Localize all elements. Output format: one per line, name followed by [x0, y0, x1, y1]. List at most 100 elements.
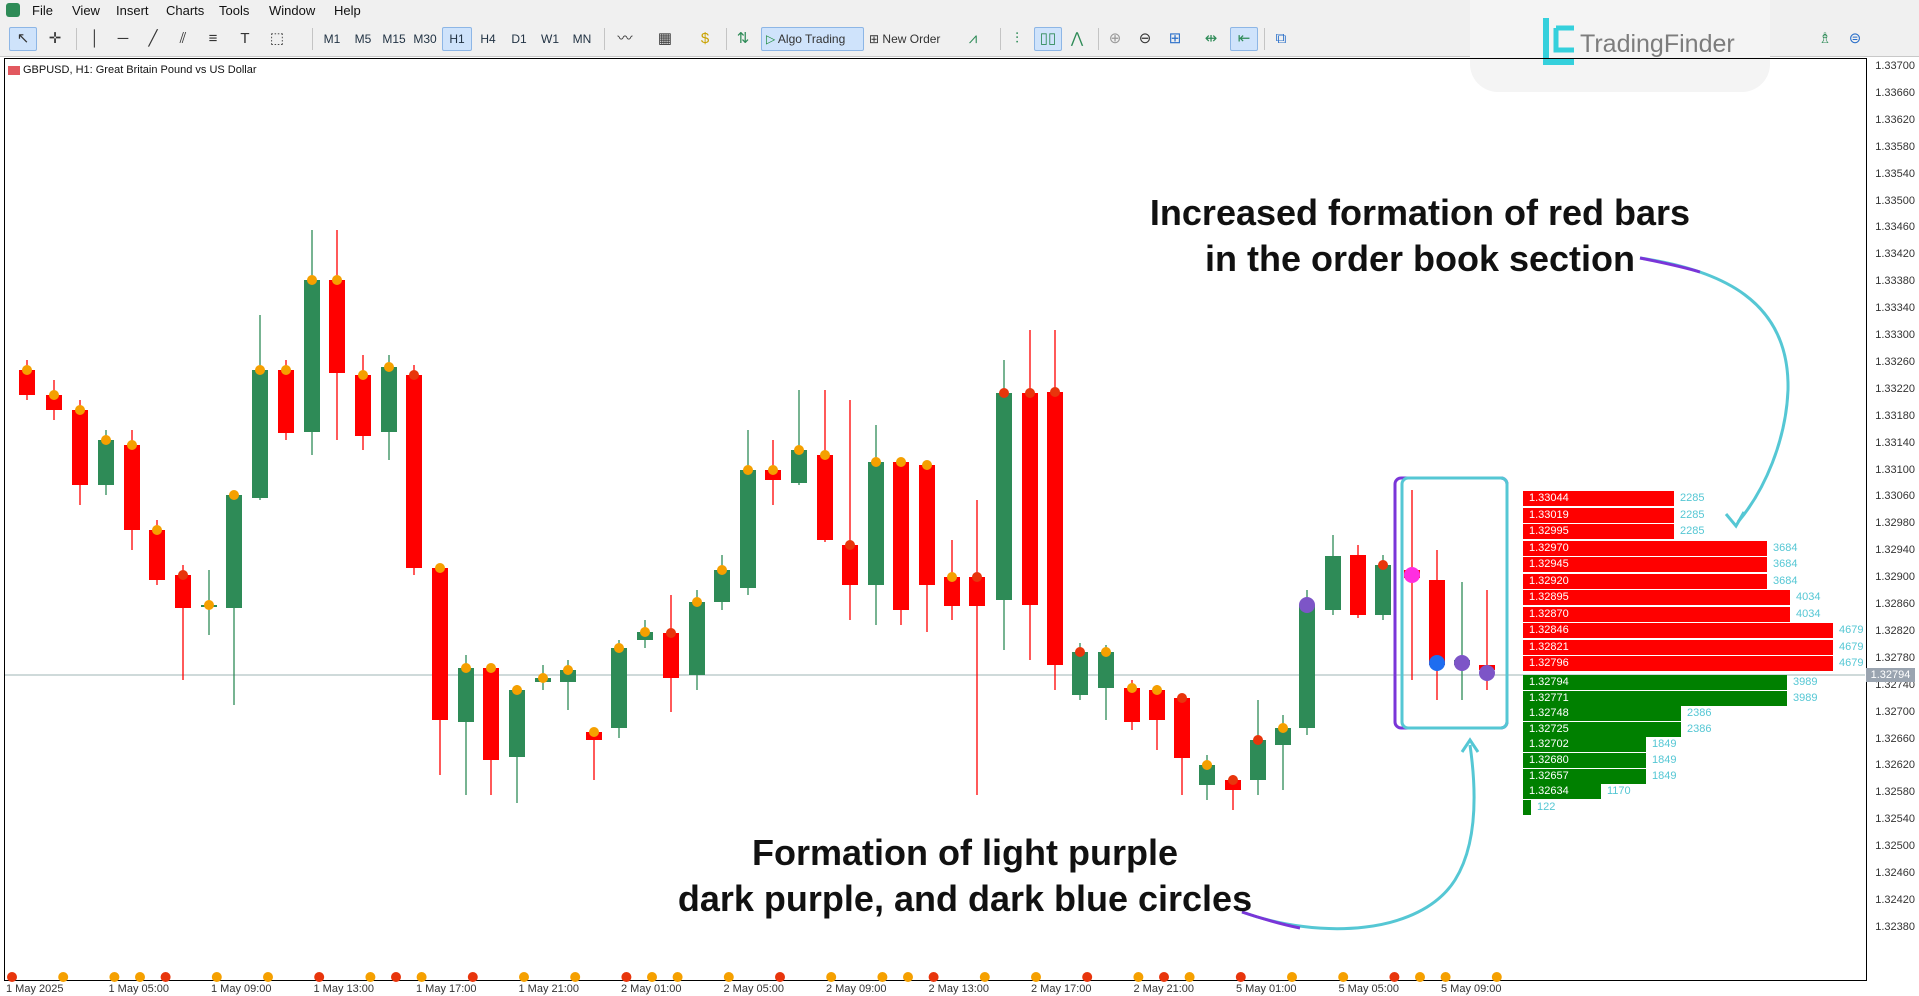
account-icon[interactable]: ⊜	[1848, 30, 1862, 47]
autoscroll-icon[interactable]: ⇹	[1204, 30, 1218, 47]
arrow-to-circles	[1241, 744, 1476, 931]
bottom-indicator-dot	[519, 972, 529, 982]
order-book-volume: 4034	[1796, 607, 1821, 620]
order-book-volume: 3989	[1793, 676, 1818, 688]
order-book-ask-bar: 1.32945	[1523, 557, 1767, 572]
timeframe-m15[interactable]: M15	[382, 32, 406, 46]
timeframe-mn[interactable]: MN	[572, 32, 592, 46]
time-tick-label: 2 May 09:00	[826, 983, 887, 995]
candle-chart-icon[interactable]: ▯▯	[1034, 27, 1062, 51]
candle-marker-dot	[22, 365, 32, 375]
timeframe-m5[interactable]: M5	[354, 32, 372, 46]
horizontal-line-icon[interactable]: ─	[117, 30, 129, 47]
new-order-button[interactable]: ⊞ New Order	[869, 32, 941, 46]
time-tick-label: 5 May 01:00	[1236, 983, 1297, 995]
line-chart-icon[interactable]: ⩘	[968, 30, 978, 47]
order-book-ask-bar: 1.32895	[1523, 590, 1790, 605]
candle-marker-dot	[1378, 560, 1388, 570]
indicators-icon[interactable]: 〰	[617, 30, 633, 47]
algo-trading-button[interactable]: ▷ Algo Trading	[761, 27, 864, 51]
templates-icon[interactable]: ▦	[657, 30, 673, 47]
bottom-indicator-dot	[109, 972, 120, 982]
bottom-indicator-dot	[58, 972, 69, 982]
bottom-indicator-dot	[160, 972, 171, 982]
cursor-icon[interactable]: ↖	[9, 27, 37, 51]
candle-marker-dot	[1127, 683, 1137, 693]
screenshot-icon[interactable]: ⧉	[1275, 30, 1287, 47]
menu-file[interactable]: File	[32, 3, 53, 18]
text-icon[interactable]: T	[240, 30, 250, 47]
candle-marker-dot	[384, 362, 394, 372]
menu-view[interactable]: View	[72, 3, 100, 18]
candle-marker-dot	[1253, 735, 1263, 745]
candle-marker-dot	[589, 727, 599, 737]
menu-charts[interactable]: Charts	[166, 3, 205, 18]
time-tick-label: 1 May 17:00	[416, 983, 477, 995]
timeframe-h4[interactable]: H4	[480, 32, 496, 46]
candle-body	[46, 395, 62, 410]
order-book-volume: 3684	[1773, 541, 1798, 554]
bar-chart-icon[interactable]: ⫶	[1015, 30, 1019, 47]
chart-mini-icon	[8, 65, 20, 75]
candle-body	[919, 465, 935, 585]
order-book-bid-bar	[1523, 799, 1531, 815]
candle-body	[1350, 555, 1366, 615]
zoom-out-icon[interactable]: ⊖	[1138, 30, 1152, 47]
channel-icon[interactable]: ⫽	[179, 30, 187, 47]
time-tick-label: 5 May 05:00	[1338, 983, 1400, 995]
menu-help[interactable]: Help	[334, 3, 361, 18]
candle-body	[509, 690, 525, 757]
candle-body	[19, 370, 35, 395]
order-book-volume: 2386	[1687, 722, 1712, 735]
line-icon[interactable]: ⋀	[1070, 30, 1084, 47]
candle-marker-dot	[820, 450, 830, 460]
candle-body	[944, 577, 960, 606]
candle-marker-dot	[409, 370, 419, 380]
menu-window[interactable]: Window	[269, 3, 316, 18]
timeframe-w1[interactable]: W1	[541, 32, 559, 46]
order-book-volume: 2285	[1680, 492, 1705, 504]
bottom-indicator-dot	[570, 972, 581, 982]
candle-body	[1299, 605, 1315, 728]
candle-marker-dot	[563, 665, 573, 675]
candle-marker-dot	[972, 572, 982, 582]
chart-shift-icon[interactable]: ⇤	[1230, 27, 1258, 51]
price-tick-label: 1.33260	[1875, 355, 1915, 368]
candle-body	[432, 568, 448, 720]
vertical-line-icon[interactable]: │	[90, 30, 100, 47]
zoom-in-icon[interactable]: ⊕	[1108, 30, 1122, 47]
order-book-ask-bar: 1.32821	[1523, 639, 1833, 655]
trendline-icon[interactable]: ╱	[148, 30, 158, 47]
depth-of-market-icon[interactable]: ⇅	[736, 30, 750, 47]
timeframe-m30[interactable]: M30	[413, 32, 437, 46]
bottom-indicator-dot	[211, 972, 222, 982]
time-tick-label: 2 May 05:00	[723, 983, 785, 995]
arrow-head	[1724, 511, 1746, 529]
timeframe-d1[interactable]: D1	[511, 32, 527, 46]
order-book-volume: 3989	[1793, 691, 1818, 704]
order-book-ask-bar: 1.32870	[1523, 606, 1790, 622]
signal-icon[interactable]: ♗	[1818, 30, 1832, 47]
grid-icon[interactable]: ⊞	[1168, 30, 1182, 47]
order-book-volume: 1170	[1607, 785, 1631, 798]
timeframe-m1[interactable]: M1	[323, 32, 341, 46]
candle-body	[1098, 652, 1114, 688]
candle-marker-dot	[768, 465, 778, 475]
market-icon[interactable]: $	[700, 30, 710, 47]
price-tick-label: 1.33420	[1875, 248, 1915, 261]
crosshair-icon[interactable]: ✛	[48, 30, 62, 47]
candle-body	[1072, 652, 1088, 695]
menu-tools[interactable]: Tools	[219, 3, 250, 18]
order-book-ask-bar: 1.32846	[1523, 623, 1833, 638]
fibonacci-icon[interactable]: ≡	[208, 30, 218, 47]
candle-marker-dot	[75, 405, 85, 415]
bottom-indicator-dot	[1133, 972, 1144, 982]
timeframe-h1[interactable]: H1	[442, 27, 472, 51]
candle-body	[969, 577, 985, 606]
menu-insert[interactable]: Insert	[116, 3, 149, 18]
shapes-icon[interactable]: ⬚	[269, 30, 285, 47]
chart-caption: GBPUSD, H1: Great Britain Pound vs US Do…	[8, 64, 257, 76]
candle-marker-dot	[666, 628, 676, 638]
candle-marker-dot	[1101, 647, 1111, 657]
